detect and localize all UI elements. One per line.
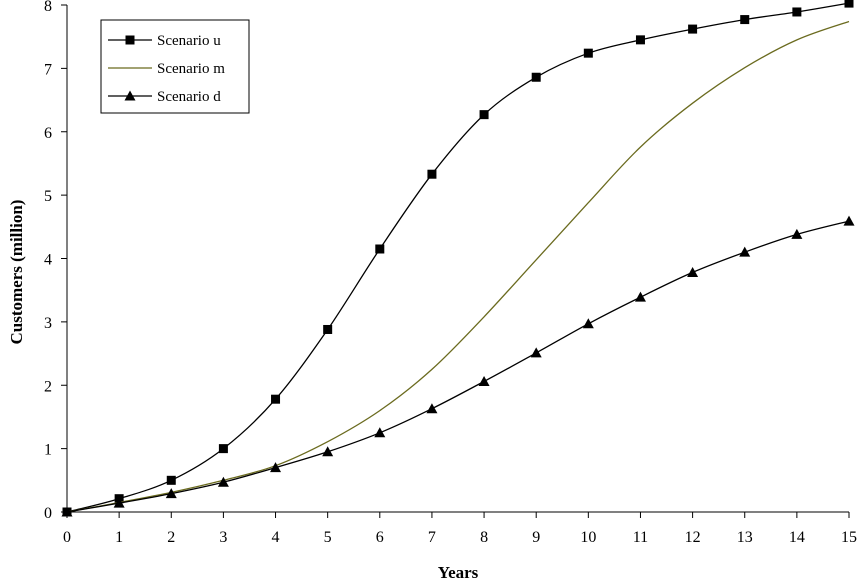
x-tick-label: 7 <box>428 529 436 546</box>
legend-label: Scenario d <box>157 89 221 105</box>
x-tick-label: 2 <box>167 529 175 546</box>
data-point-scenario-u <box>427 169 437 179</box>
data-point-scenario-d <box>270 462 282 473</box>
y-tick-label: 6 <box>44 125 52 142</box>
x-tick-label: 4 <box>272 529 280 546</box>
y-tick-label: 5 <box>44 188 52 205</box>
x-tick-label: 10 <box>580 529 596 546</box>
legend-item-scenario-d: Scenario d <box>108 89 221 105</box>
x-tick-label: 9 <box>532 529 540 546</box>
series-line-scenario-m <box>66 20 850 513</box>
data-point-scenario-u <box>583 48 593 58</box>
legend-item-scenario-u: Scenario u <box>108 33 221 49</box>
legend-label: Scenario m <box>157 61 225 77</box>
data-point-scenario-u <box>218 444 228 454</box>
x-tick-label: 6 <box>376 529 384 546</box>
data-point-scenario-d <box>61 506 73 517</box>
data-point-scenario-d <box>791 228 803 239</box>
data-point-scenario-d <box>374 427 386 438</box>
x-tick-label: 3 <box>219 529 227 546</box>
legend: Scenario u Scenario m Scenario d <box>100 19 250 114</box>
x-tick-label: 8 <box>480 529 488 546</box>
y-axis-title: Customers (million) <box>7 200 26 345</box>
x-tick-label: 13 <box>737 529 753 546</box>
series-scenario-d <box>61 215 855 517</box>
legend-marker <box>125 35 135 45</box>
data-point-scenario-d <box>687 266 699 277</box>
data-point-scenario-u <box>375 244 385 254</box>
legend-label: Scenario u <box>157 33 221 49</box>
series-line-scenario-d <box>66 220 850 513</box>
x-tick-label: 15 <box>841 529 857 546</box>
data-point-scenario-u <box>844 0 854 8</box>
y-tick-label: 0 <box>44 505 52 522</box>
data-point-scenario-u <box>271 394 281 404</box>
data-point-scenario-u <box>531 72 541 82</box>
x-tick-label: 5 <box>324 529 332 546</box>
data-point-scenario-u <box>740 15 750 25</box>
data-point-scenario-d <box>843 215 855 226</box>
data-point-scenario-u <box>688 24 698 34</box>
x-tick-label: 14 <box>789 529 805 546</box>
x-tick-label: 12 <box>685 529 701 546</box>
x-tick-label: 11 <box>633 529 648 546</box>
x-tick-label: 0 <box>63 529 71 546</box>
data-point-scenario-u <box>792 7 802 17</box>
y-tick-label: 8 <box>44 0 52 15</box>
y-tick-label: 1 <box>44 442 52 459</box>
data-point-scenario-d <box>113 497 125 508</box>
data-point-scenario-d <box>426 403 438 414</box>
data-point-scenario-u <box>479 110 489 120</box>
legend-marker <box>124 90 136 101</box>
legend-item-scenario-m: Scenario m <box>108 61 225 77</box>
y-tick-label: 3 <box>44 315 52 332</box>
series-layer <box>61 0 855 517</box>
data-point-scenario-d <box>322 446 334 457</box>
y-tick-label: 7 <box>44 61 52 78</box>
data-point-scenario-u <box>166 475 176 485</box>
series-line-scenario-u <box>66 2 850 513</box>
series-scenario-m <box>66 20 850 513</box>
data-point-scenario-u <box>635 35 645 45</box>
data-point-scenario-d <box>478 375 490 386</box>
data-point-scenario-d <box>530 347 542 358</box>
x-tick-label: 1 <box>115 529 123 546</box>
data-point-scenario-d <box>634 291 646 302</box>
x-axis-title: Years <box>438 563 479 582</box>
y-tick-label: 4 <box>44 252 52 269</box>
data-point-scenario-d <box>739 246 751 257</box>
data-point-scenario-d <box>582 318 594 329</box>
y-tick-label: 2 <box>44 378 52 395</box>
data-point-scenario-d <box>217 476 229 487</box>
data-point-scenario-d <box>165 488 177 499</box>
data-point-scenario-u <box>323 324 333 334</box>
